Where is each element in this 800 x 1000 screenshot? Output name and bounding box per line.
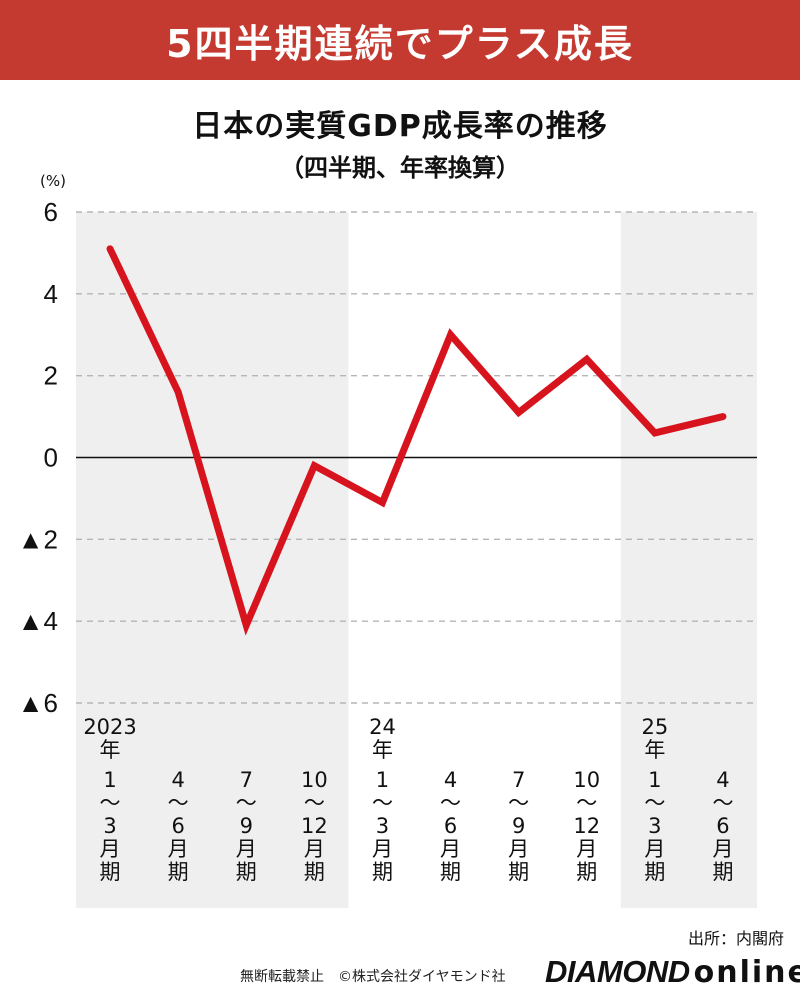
x-tick-label: 6 — [716, 814, 729, 838]
x-tick-label: 〜 — [712, 791, 733, 815]
x-tick-label: 7 — [240, 768, 253, 792]
data-point — [379, 500, 385, 506]
logo-sub-text: online — [693, 955, 800, 990]
x-tick-label: 月 — [508, 837, 529, 861]
data-point — [243, 622, 249, 628]
x-tick-label: 9 — [512, 814, 525, 838]
x-tick-label: 6 — [444, 814, 457, 838]
x-tick-label: 月 — [236, 837, 257, 861]
data-point — [448, 332, 454, 338]
x-tick-label: 期 — [440, 860, 461, 884]
header-banner: 5四半期連続でプラス成長 — [0, 0, 800, 80]
x-tick-label: 7 — [512, 768, 525, 792]
x-tick-label: 1 — [376, 768, 389, 792]
x-tick-label: 4 — [444, 768, 457, 792]
x-tick-label: 1 — [648, 768, 661, 792]
data-point — [175, 389, 181, 395]
x-tick-label: 12 — [301, 814, 328, 838]
y-tick-label: 6 — [44, 197, 58, 227]
x-tick-label: 10 — [573, 768, 600, 792]
x-tick-label: 期 — [712, 860, 733, 884]
x-tick-label: 〜 — [236, 791, 257, 815]
x-tick-label: 期 — [576, 860, 597, 884]
data-point — [584, 356, 590, 362]
x-tick-label: 期 — [372, 860, 393, 884]
gdp-growth-line — [106, 245, 727, 636]
x-tick-label: 〜 — [100, 791, 121, 815]
x-tick-label: 〜 — [440, 791, 461, 815]
y-tick-label: 4 — [44, 279, 58, 309]
data-point — [311, 463, 317, 469]
copyright-note: 無断転載禁止 ©株式会社ダイヤモンド社 — [240, 969, 506, 985]
x-tick-label: 3 — [648, 814, 661, 838]
chart-subtitle: （四半期、年率換算） — [280, 154, 520, 182]
x-tick-label: 4 — [716, 768, 729, 792]
x-year-label: 25 — [641, 715, 668, 739]
x-tick-label: 12 — [573, 814, 600, 838]
x-tick-label: 〜 — [304, 791, 325, 815]
y-axis-unit: (%) — [40, 172, 66, 190]
x-tick-label: 3 — [103, 814, 116, 838]
x-tick-label: 月 — [712, 837, 733, 861]
source-note: 出所：内閣府 — [687, 929, 784, 948]
data-point — [107, 246, 113, 252]
x-tick-label: 9 — [240, 814, 253, 838]
shade-band-2025 — [620, 212, 757, 908]
x-tick-label: 月 — [440, 837, 461, 861]
x-tick-label: 〜 — [372, 791, 393, 815]
data-point — [516, 409, 522, 415]
x-tick-label: 月 — [100, 837, 121, 861]
x-year-label: 年 — [100, 738, 121, 762]
x-year-label: 2023 — [83, 715, 136, 739]
banner-title: 5四半期連続でプラス成長 — [166, 21, 634, 66]
y-tick-label: 0 — [44, 443, 58, 473]
x-tick-label: 期 — [168, 860, 189, 884]
x-tick-label: 月 — [644, 837, 665, 861]
x-year-label: 年 — [644, 738, 665, 762]
x-tick-label: 〜 — [168, 791, 189, 815]
x-tick-label: 〜 — [508, 791, 529, 815]
data-point — [652, 430, 658, 436]
diamond-online-logo: DIAMOND online — [545, 954, 800, 990]
x-tick-label: 期 — [304, 860, 325, 884]
chart-title: 日本の実質GDP成長率の推移 — [192, 109, 608, 144]
x-tick-label: 期 — [100, 860, 121, 884]
x-tick-label: 月 — [304, 837, 325, 861]
y-tick-label: 2 — [44, 361, 58, 391]
x-year-label: 24 — [369, 715, 396, 739]
x-tick-label: 4 — [171, 768, 184, 792]
x-tick-label: 10 — [301, 768, 328, 792]
shade-band-2023 — [76, 212, 349, 908]
logo-main-text: DIAMOND — [545, 954, 690, 989]
x-tick-label: 1 — [103, 768, 116, 792]
y-tick-label: ▲2 — [18, 524, 58, 554]
y-tick-label: ▲4 — [18, 606, 58, 636]
x-tick-label: 月 — [168, 837, 189, 861]
x-tick-label: 6 — [171, 814, 184, 838]
x-year-label: 年 — [372, 738, 393, 762]
x-tick-label: 期 — [508, 860, 529, 884]
x-tick-label: 月 — [576, 837, 597, 861]
x-tick-label: 3 — [376, 814, 389, 838]
x-tick-label: 期 — [236, 860, 257, 884]
data-point — [720, 414, 726, 420]
x-tick-label: 月 — [372, 837, 393, 861]
x-tick-label: 期 — [644, 860, 665, 884]
x-tick-label: 〜 — [644, 791, 665, 815]
y-tick-label: ▲6 — [18, 688, 58, 718]
x-tick-label: 〜 — [576, 791, 597, 815]
